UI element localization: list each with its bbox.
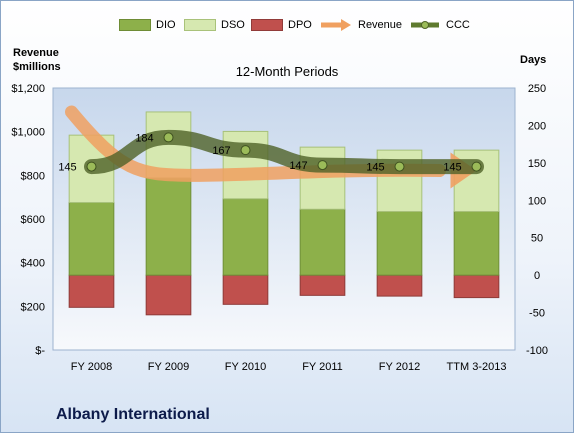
bar-dio: [299, 208, 346, 276]
left-axis-title-line1: Revenue: [13, 47, 59, 59]
left-axis-tick: $800: [21, 170, 45, 182]
right-axis-tick: 0: [534, 270, 540, 282]
bar-dio: [68, 202, 115, 276]
bar-dpo: [299, 274, 346, 296]
legend-item-dso: DSO: [184, 15, 245, 35]
left-axis-title-line2: $millions: [13, 61, 61, 73]
legend-item-revenue: Revenue: [319, 15, 402, 35]
ccc-point: [240, 145, 251, 156]
bar-dio: [222, 198, 269, 276]
bar-dpo: [376, 274, 423, 297]
plot-area: [52, 87, 516, 351]
legend-label-dso: DSO: [221, 19, 245, 31]
ccc-data-label: 145: [58, 162, 76, 174]
left-axis-tick: $1,000: [11, 127, 45, 139]
legend-label-dpo: DPO: [288, 19, 312, 31]
ccc-point: [317, 160, 328, 171]
left-axis-tick: $-: [35, 345, 45, 357]
chart-title: 12-Month Periods: [235, 64, 339, 79]
bar-dpo: [222, 274, 269, 305]
left-axis-tick: $1,200: [11, 83, 45, 95]
right-axis-title: Days: [520, 54, 547, 66]
right-axis-tick: 250: [528, 83, 546, 95]
right-axis-tick: 100: [528, 195, 546, 207]
category-label: FY 2011: [302, 361, 343, 373]
bar-dio: [145, 177, 192, 276]
legend-swatch-dpo: [251, 19, 283, 31]
legend-label-ccc: CCC: [446, 19, 470, 31]
ccc-data-label: 145: [443, 162, 461, 174]
right-axis-tick: 200: [528, 120, 546, 132]
left-axis-tick: $400: [21, 258, 45, 270]
right-axis-tick: 150: [528, 158, 546, 170]
legend-line-ccc-icon: [411, 21, 439, 29]
ccc-point: [163, 132, 174, 143]
legend-item-dpo: DPO: [251, 15, 312, 35]
bar-dpo: [145, 274, 192, 316]
legend-item-ccc: CCC: [409, 15, 470, 35]
legend-swatch-dio: [119, 19, 151, 31]
right-axis-tick: -100: [526, 345, 548, 357]
bar-dio: [453, 211, 500, 276]
chart-legend: DIO DSO DPO Revenue CCC: [1, 15, 573, 35]
left-axis-tick: $200: [21, 301, 45, 313]
legend-swatch-dso: [184, 19, 216, 31]
category-label: FY 2009: [148, 361, 189, 373]
ccc-point: [471, 161, 482, 172]
bar-dio: [376, 211, 423, 276]
ccc-data-label: 167: [212, 145, 230, 157]
category-label: TTM 3-2013: [447, 361, 507, 373]
ccc-point: [394, 161, 405, 172]
ccc-data-label: 184: [135, 132, 153, 144]
ccc-data-label: 145: [366, 162, 384, 174]
category-label: FY 2012: [379, 361, 420, 373]
bar-dso: [222, 130, 269, 200]
legend-label-dio: DIO: [156, 19, 176, 31]
legend-arrow-revenue-icon: [321, 19, 351, 31]
right-axis-tick: 50: [531, 233, 543, 245]
left-axis-tick: $600: [21, 214, 45, 226]
right-axis-tick: -50: [529, 308, 545, 320]
ccc-point: [86, 161, 97, 172]
bar-dpo: [68, 274, 115, 308]
category-label: FY 2008: [71, 361, 112, 373]
ccc-data-label: 147: [289, 160, 307, 172]
company-name: Albany International: [56, 406, 210, 423]
legend-item-dio: DIO: [119, 15, 176, 35]
legend-label-revenue: Revenue: [358, 19, 403, 31]
bar-dpo: [453, 274, 500, 299]
category-label: FY 2010: [225, 361, 266, 373]
